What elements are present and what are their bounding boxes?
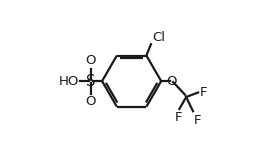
Text: F: F (200, 86, 207, 99)
Text: F: F (194, 113, 202, 126)
Text: F: F (174, 111, 182, 124)
Text: O: O (166, 75, 177, 88)
Text: HO: HO (58, 75, 79, 88)
Text: O: O (85, 95, 96, 108)
Text: O: O (85, 54, 96, 67)
Text: S: S (86, 74, 95, 89)
Text: Cl: Cl (152, 31, 165, 44)
